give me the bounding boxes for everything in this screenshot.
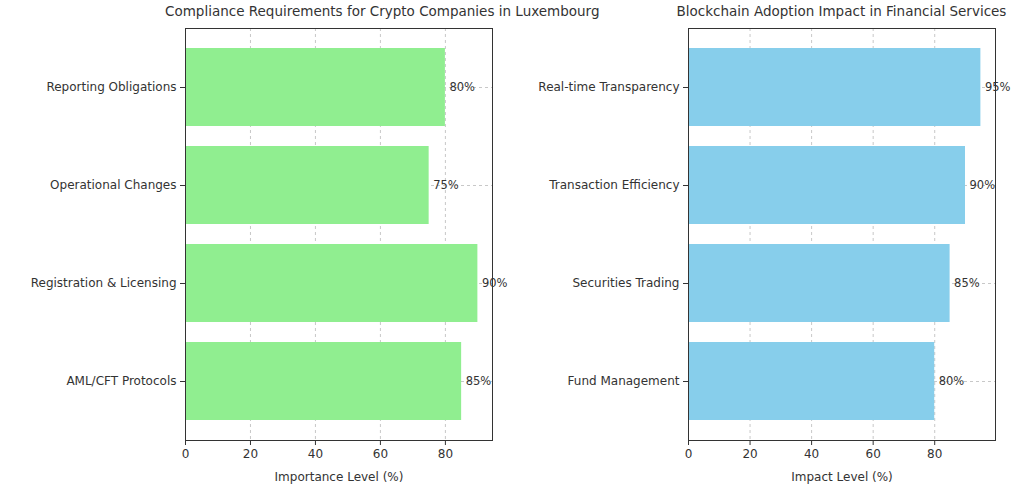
- svg-text:80%: 80%: [939, 374, 965, 388]
- svg-text:20: 20: [243, 447, 258, 461]
- svg-text:Transaction Efficiency: Transaction Efficiency: [548, 178, 679, 192]
- svg-text:80%: 80%: [449, 80, 475, 94]
- svg-text:0: 0: [685, 447, 693, 461]
- html-text:Compliance Requirements for Cr: Compliance Requirements for Crypto Compa…: [165, 3, 600, 19]
- svg-text:Reporting Obligations: Reporting Obligations: [46, 80, 176, 94]
- svg-text:Real-time Transparency: Real-time Transparency: [538, 80, 679, 94]
- html-text:Blockchain Adoption Impact in: Blockchain Adoption Impact in Financial …: [676, 3, 1007, 19]
- svg-text:80: 80: [927, 447, 942, 461]
- svg-text:Operational Changes: Operational Changes: [50, 178, 176, 192]
- svg-text:60: 60: [866, 447, 881, 461]
- svg-text:60: 60: [373, 447, 388, 461]
- svg-text:90%: 90%: [482, 276, 508, 290]
- svg-text:AML/CFT Protocols: AML/CFT Protocols: [66, 374, 176, 388]
- svg-text:40: 40: [804, 447, 819, 461]
- svg-text:Securities Trading: Securities Trading: [573, 276, 680, 290]
- svg-text:85%: 85%: [466, 374, 492, 388]
- svg-text:20: 20: [742, 447, 757, 461]
- svg-text:95%: 95%: [985, 80, 1011, 94]
- svg-text:Importance Level (%): Importance Level (%): [275, 470, 404, 484]
- svg-text:Impact Level (%): Impact Level (%): [791, 470, 893, 484]
- svg-text:0: 0: [182, 447, 190, 461]
- svg-text:75%: 75%: [433, 178, 459, 192]
- svg-text:40: 40: [308, 447, 323, 461]
- svg-text:85%: 85%: [954, 276, 980, 290]
- svg-text:Registration & Licensing: Registration & Licensing: [31, 276, 177, 290]
- svg-text:90%: 90%: [969, 178, 995, 192]
- svg-text:Fund Management: Fund Management: [568, 374, 680, 388]
- svg-text:80: 80: [438, 447, 453, 461]
